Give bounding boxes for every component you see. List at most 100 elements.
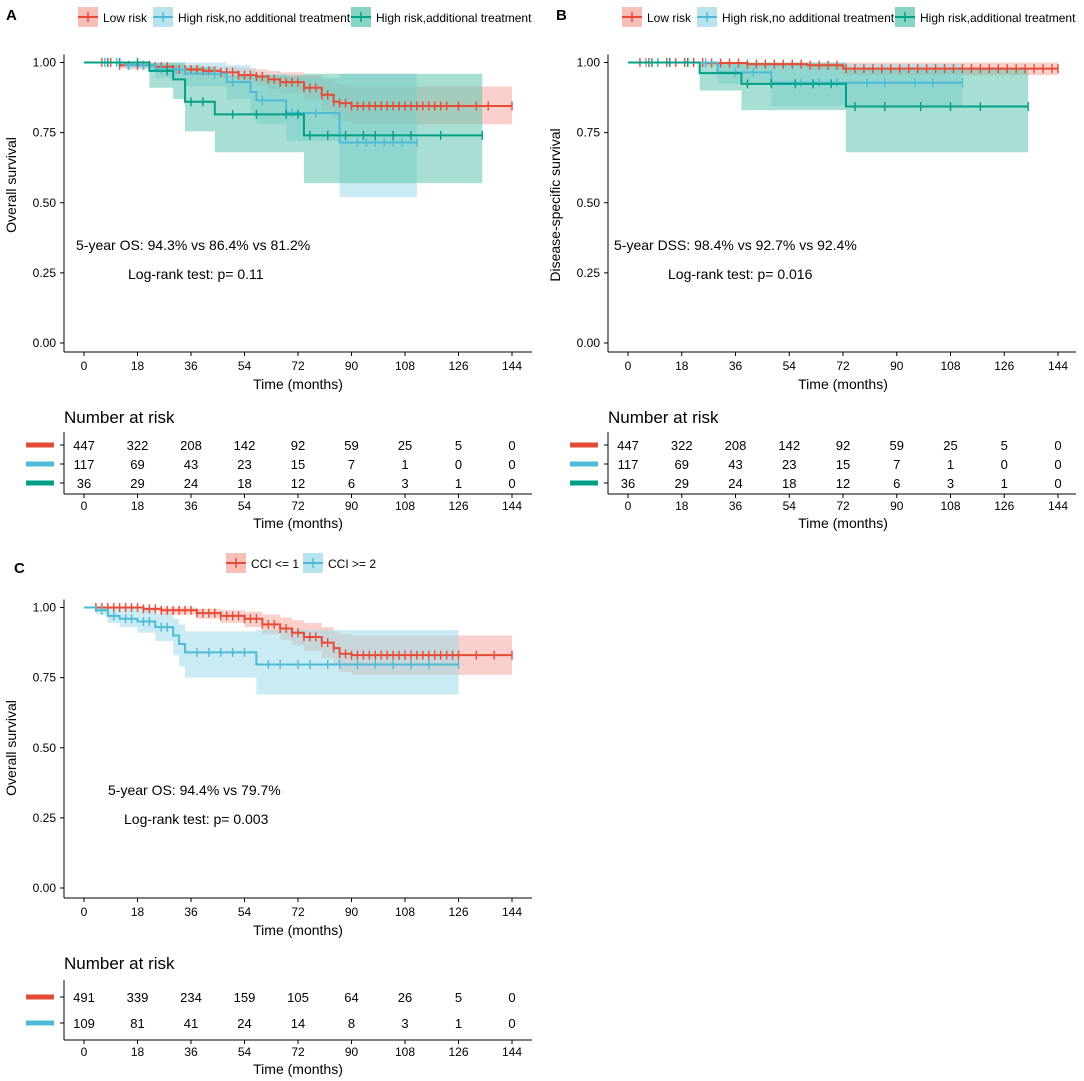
ci-band-series-2 — [628, 62, 1029, 153]
risk-x-axis-title: Time (months) — [253, 1061, 343, 1077]
panel-b-plot: 0.000.250.500.751.000 18 36 54 72 90 108 126 144… — [547, 54, 1076, 531]
risk-count-series-1: 7 — [893, 457, 900, 472]
risk-count-series-1: 0 — [455, 457, 462, 472]
risk-count-series-0: 208 — [180, 438, 202, 453]
risk-x-tick-label: 36 — [184, 1045, 198, 1059]
x-tick-label: 90 — [345, 359, 359, 373]
risk-count-series-0: 64 — [344, 990, 358, 1005]
risk-table-title: Number at risk — [64, 408, 175, 427]
risk-count-series-1: 23 — [782, 457, 796, 472]
x-tick-label: 0 — [81, 359, 88, 373]
risk-count-series-1: 14 — [291, 1016, 305, 1031]
risk-x-tick-label: 126 — [448, 1045, 468, 1059]
x-tick-label: 108 — [395, 905, 415, 919]
risk-count-series-1: 43 — [184, 457, 198, 472]
risk-table-title: Number at risk — [64, 954, 175, 973]
risk-count-series-0: 105 — [287, 990, 309, 1005]
risk-x-tick-label: 126 — [448, 499, 468, 513]
risk-count-series-2: 3 — [401, 476, 408, 491]
x-tick-label: 0 — [81, 905, 88, 919]
risk-count-series-0: 59 — [890, 438, 904, 453]
risk-count-series-0: 142 — [778, 438, 800, 453]
x-tick-label: 18 — [131, 905, 145, 919]
ci-band-series-2 — [84, 62, 483, 184]
risk-x-axis-title: Time (months) — [253, 515, 343, 531]
risk-count-series-2: 24 — [184, 476, 198, 491]
risk-count-series-0: 322 — [671, 438, 693, 453]
risk-x-tick-label: 0 — [81, 1045, 88, 1059]
risk-x-tick-label: 54 — [783, 499, 797, 513]
risk-count-series-1: 117 — [74, 457, 95, 472]
x-tick-label: 90 — [890, 359, 904, 373]
risk-count-series-2: 18 — [782, 476, 796, 491]
risk-count-series-2: 6 — [893, 476, 900, 491]
risk-count-series-2: 3 — [947, 476, 954, 491]
survival-curve-series-2 — [628, 61, 1029, 108]
risk-count-series-1: 7 — [348, 457, 355, 472]
y-tick-label: 0.25 — [33, 811, 57, 825]
y-tick-label: 0.00 — [577, 336, 601, 350]
y-tick-label: 0.00 — [33, 881, 57, 895]
risk-x-tick-label: 0 — [81, 499, 88, 513]
risk-count-series-0: 0 — [508, 990, 515, 1005]
risk-x-axis-title: Time (months) — [798, 515, 888, 531]
risk-count-series-1: 117 — [618, 457, 639, 472]
y-tick-label: 1.00 — [33, 56, 57, 70]
x-tick-label: 18 — [675, 359, 689, 373]
risk-count-series-1: 3 — [401, 1016, 408, 1031]
x-tick-label: 90 — [345, 905, 359, 919]
risk-count-series-0: 322 — [127, 438, 149, 453]
legend-c: CCI <= 1 CCI >= 2 — [226, 553, 376, 573]
risk-count-series-1: 0 — [1001, 457, 1008, 472]
y-axis-title: Overall survival — [3, 700, 19, 796]
survival-annotation: 5-year OS: 94.4% vs 79.7% — [108, 782, 281, 798]
risk-count-series-1: 1 — [947, 457, 954, 472]
risk-x-tick-label: 108 — [940, 499, 960, 513]
risk-count-series-2: 0 — [1054, 476, 1061, 491]
risk-count-series-0: 25 — [398, 438, 412, 453]
survival-curve-series-1 — [84, 606, 459, 666]
y-tick-label: 0.25 — [577, 266, 601, 280]
risk-count-series-2: 12 — [836, 476, 850, 491]
risk-count-series-1: 109 — [73, 1016, 95, 1031]
legend-label-treatment-a: High risk,additional treatment — [376, 11, 532, 25]
risk-count-series-2: 18 — [237, 476, 251, 491]
x-tick-label: 108 — [940, 359, 960, 373]
risk-x-tick-label: 72 — [836, 499, 850, 513]
legend-label-cci-high-c: CCI >= 2 — [328, 557, 376, 571]
y-axis-title: Disease-specific survival — [547, 128, 563, 281]
x-tick-label: 72 — [836, 359, 850, 373]
risk-x-tick-label: 54 — [238, 1045, 252, 1059]
risk-count-series-1: 43 — [728, 457, 742, 472]
risk-x-tick-label: 144 — [502, 499, 522, 513]
x-tick-label: 72 — [291, 359, 305, 373]
x-tick-label: 144 — [502, 905, 522, 919]
risk-count-series-0: 25 — [943, 438, 957, 453]
risk-count-series-0: 26 — [398, 990, 412, 1005]
risk-x-tick-label: 144 — [502, 1045, 522, 1059]
risk-x-tick-label: 108 — [395, 499, 415, 513]
risk-count-series-0: 59 — [344, 438, 358, 453]
risk-count-series-2: 36 — [77, 476, 91, 491]
panel-c-plot: 0.000.250.500.751.000 18 36 54 72 90 108 126 144… — [3, 599, 532, 1077]
x-tick-label: 54 — [238, 359, 252, 373]
y-tick-label: 0.50 — [33, 196, 57, 210]
risk-count-series-2: 6 — [348, 476, 355, 491]
risk-count-series-0: 92 — [291, 438, 305, 453]
x-tick-label: 54 — [238, 905, 252, 919]
risk-x-tick-label: 90 — [890, 499, 904, 513]
ci-band-series-1 — [84, 607, 459, 695]
survival-curve-series-2 — [84, 61, 483, 137]
risk-count-series-0: 234 — [180, 990, 202, 1005]
risk-count-series-1: 41 — [184, 1016, 198, 1031]
y-tick-label: 0.75 — [33, 126, 57, 140]
risk-count-series-1: 23 — [237, 457, 251, 472]
risk-count-series-0: 92 — [836, 438, 850, 453]
y-tick-label: 0.75 — [33, 671, 57, 685]
legend-label-low-risk-a: Low risk — [103, 11, 148, 25]
risk-x-tick-label: 18 — [675, 499, 689, 513]
x-tick-label: 18 — [131, 359, 145, 373]
risk-x-tick-label: 126 — [994, 499, 1014, 513]
y-tick-label: 1.00 — [33, 601, 57, 615]
